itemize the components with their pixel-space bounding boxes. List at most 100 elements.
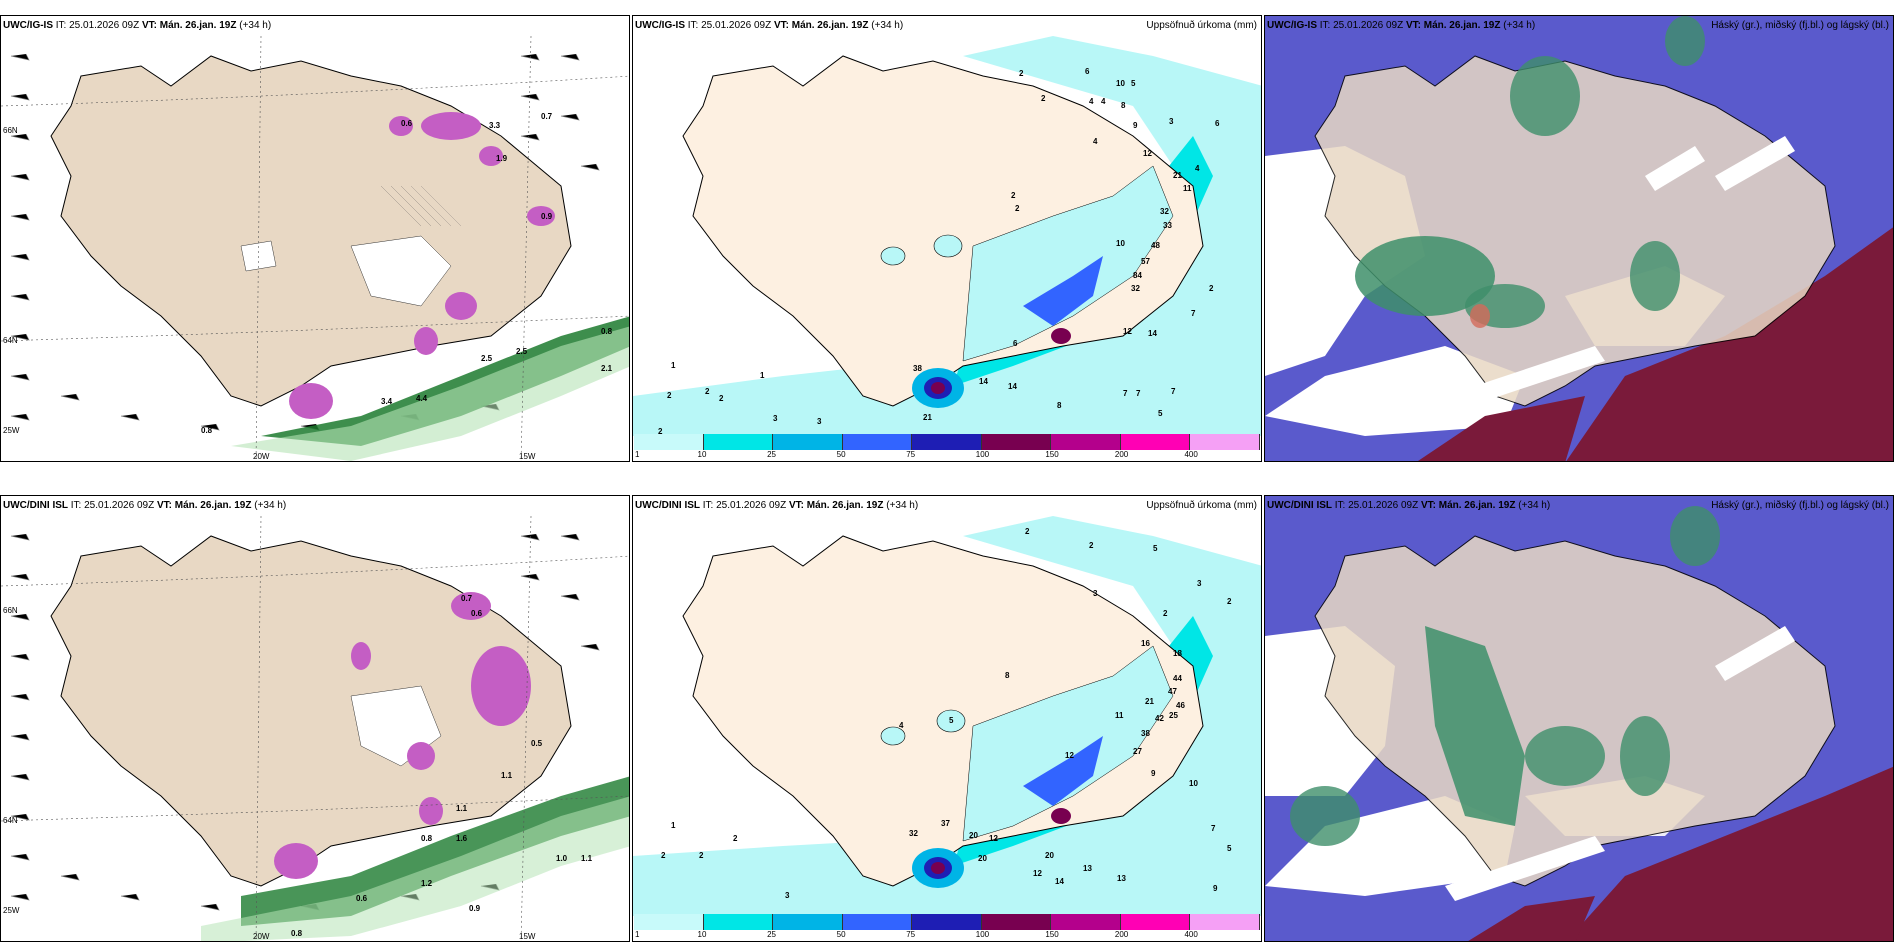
precip-label: 2	[1163, 609, 1168, 618]
lon-label: 25W	[3, 426, 20, 435]
lon-label: 15W	[519, 932, 536, 941]
panel-title: Uppsöfnuð úrkoma (mm)	[1146, 500, 1257, 511]
precip-label: 9	[1133, 121, 1138, 130]
precip-label: 37	[941, 819, 950, 828]
colorbar-segment	[703, 434, 774, 450]
colorbar-segment	[634, 434, 704, 450]
panel-title: Háský (gr.), miðský (fj.bl.) og lágský (…	[1711, 500, 1889, 511]
precip-label: 12	[1123, 327, 1132, 336]
snow-label: 0.5	[531, 739, 543, 748]
lon-label: 25W	[3, 906, 20, 915]
precip-label: 2	[1227, 597, 1232, 606]
snow-label: 2.1	[601, 364, 613, 373]
precip-label: 2	[1209, 284, 1214, 293]
snow-label: 0.8	[421, 834, 433, 843]
panel-bottom-mid: 2 2 5 3 3 2 2 16 18 44 47 46 42 25 21 11…	[632, 495, 1262, 942]
colorbar-tick: 50	[836, 930, 846, 939]
precip-label: 1	[671, 361, 676, 370]
precip-label: 2	[1025, 527, 1030, 536]
panel-title: Háský (gr.), miðský (fj.bl.) og lágský (…	[1711, 20, 1889, 31]
snow-label: 0.6	[471, 609, 483, 618]
lat-label: 66N	[3, 606, 18, 615]
panel-top-right: UWC/IG-IS IT: 25.01.2026 09Z VT: Mán. 26…	[1264, 15, 1894, 462]
panel-header: UWC/IG-IS IT: 25.01.2026 09Z VT: Mán. 26…	[3, 20, 272, 31]
colorbar-tick: 400	[1184, 930, 1198, 939]
snow-label: 0.8	[291, 929, 303, 938]
precip-label: 8	[1005, 671, 1010, 680]
precip-label: 16	[1141, 639, 1150, 648]
precip-label: 7	[1136, 389, 1141, 398]
precip-label: 11	[1183, 184, 1192, 193]
colorbar-tick: 150	[1045, 930, 1059, 939]
precip-label: 21	[1145, 697, 1154, 706]
colorbar-segment	[773, 434, 843, 450]
precip-label: 10	[1116, 79, 1125, 88]
precip-label: 4	[1195, 164, 1200, 173]
precip-label: 32	[1131, 284, 1140, 293]
precip-label: 3	[773, 414, 778, 423]
precip-label: 6	[1085, 67, 1090, 76]
precip-label: 47	[1168, 687, 1177, 696]
precip-label: 20	[978, 854, 987, 863]
colorbar-tick: 1	[635, 450, 640, 459]
precip-label: 9	[1213, 884, 1218, 893]
precip-label: 20	[969, 831, 978, 840]
snow-label: 1.9	[496, 154, 508, 163]
panel-header: UWC/DINI ISL IT: 25.01.2026 09Z VT: Mán.…	[3, 500, 287, 511]
precip-label: 44	[1173, 674, 1182, 683]
map-clouds-top	[1265, 16, 1893, 461]
precip-label: 14	[1055, 877, 1064, 886]
snow-label: 1.2	[421, 879, 433, 888]
precip-label: 33	[1163, 221, 1172, 230]
precip-label: 14	[979, 377, 988, 386]
snow-label: 1.0	[556, 854, 568, 863]
precip-label: 6	[1215, 119, 1220, 128]
precip-label: 12	[1065, 751, 1074, 760]
precip-label: 84	[1133, 271, 1142, 280]
snow-label: 0.6	[401, 119, 413, 128]
colorbar-tick: 25	[767, 930, 777, 939]
precip-label: 2	[1041, 94, 1046, 103]
precip-label: 57	[1141, 257, 1150, 266]
precip-label: 13	[1083, 864, 1092, 873]
snow-label: 1.6	[456, 834, 468, 843]
precip-label: 8	[1057, 401, 1062, 410]
precip-label: 2	[1019, 69, 1024, 78]
panel-top-mid: 2 6 10 5 2 4 4 8 6 3 4 9 12 21 11 4 2 2 …	[632, 15, 1262, 462]
model-name: UWC/IG-IS	[635, 20, 685, 31]
precip-label: 20	[1045, 851, 1054, 860]
lat-label: 64N	[3, 336, 18, 345]
colorbar-tick: 1	[635, 930, 640, 939]
precip-label: 5	[1131, 79, 1136, 88]
precip-label: 18	[1173, 649, 1182, 658]
colorbar-tick: 100	[975, 930, 990, 939]
colorbar-segment	[773, 914, 843, 930]
model-name: UWC/DINI ISL	[3, 500, 68, 511]
precip-label: 7	[1123, 389, 1128, 398]
snow-label: 1.1	[501, 771, 513, 780]
precip-label: 21	[923, 413, 932, 422]
precip-label: 2	[661, 851, 666, 860]
panel-header: UWC/DINI ISL IT: 25.01.2026 09Z VT: Mán.…	[635, 500, 919, 511]
snow-label: 0.7	[461, 594, 473, 603]
colorbar-tick: 75	[906, 450, 916, 459]
snow-label: 0.7	[541, 112, 553, 121]
precip-label: 7	[1171, 387, 1176, 396]
precip-label: 3	[1197, 579, 1202, 588]
precip-label: 27	[1133, 747, 1142, 756]
precip-label: 10	[1189, 779, 1198, 788]
map-clouds-bottom	[1265, 496, 1893, 941]
snow-label: 0.9	[469, 904, 481, 913]
model-name: UWC/IG-IS	[3, 20, 53, 31]
colorbar: 1 10 25 50 75 100 150 200 400	[634, 434, 1260, 459]
colorbar-tick: 100	[975, 450, 990, 459]
precip-label: 2	[1011, 191, 1016, 200]
precip-label: 2	[733, 834, 738, 843]
colorbar-segment	[981, 914, 1052, 930]
lon-label: 20W	[253, 932, 270, 941]
precip-label: 32	[909, 829, 918, 838]
precip-label: 6	[1013, 339, 1018, 348]
panel-title: Uppsöfnuð úrkoma (mm)	[1146, 20, 1257, 31]
precip-label: 32	[1160, 207, 1169, 216]
colorbar-tick: 10	[697, 450, 707, 459]
